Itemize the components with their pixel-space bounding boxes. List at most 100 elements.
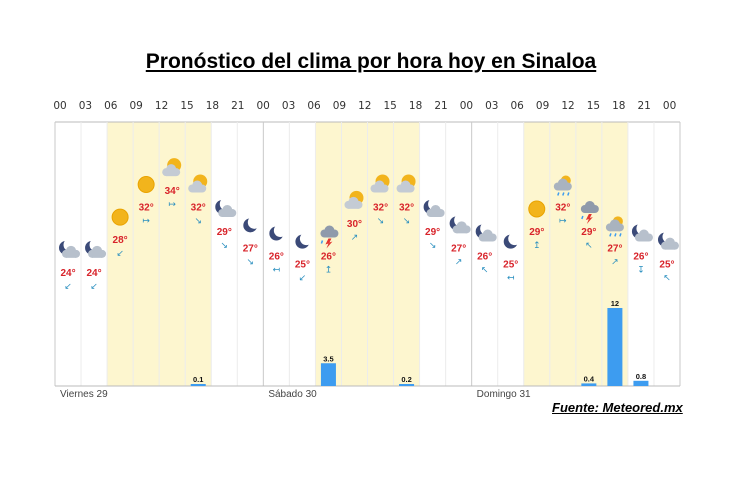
- sun-icon: [111, 208, 129, 226]
- hour-tick-label: 18: [206, 100, 219, 112]
- hour-tick-label: 15: [180, 100, 193, 112]
- chart-title: Pronóstico del clima por hora hoy en Sin…: [145, 50, 597, 73]
- moon-cloud-icon: [85, 238, 107, 258]
- sun-icon: [137, 176, 155, 193]
- storm-icon: [580, 201, 599, 224]
- temperature-label: 26°: [633, 252, 648, 263]
- wind-direction-icon: ↙: [64, 282, 72, 292]
- moon-cloud-icon: [631, 222, 653, 242]
- storm-icon: [320, 225, 339, 249]
- hour-tick-label: 21: [434, 100, 447, 112]
- temperature-label: 27°: [451, 243, 466, 254]
- moon-cloud-icon: [657, 230, 679, 250]
- sun-cloud-icon: [188, 174, 208, 193]
- wind-direction-icon: ↥: [533, 241, 541, 251]
- precipitation-bar: [190, 384, 206, 386]
- hour-tick-label: 06: [307, 100, 321, 112]
- moon-cloud-icon: [449, 213, 471, 234]
- rain-cloud-icon: [553, 175, 572, 196]
- wind-direction-icon: ↘: [377, 217, 385, 227]
- precipitation-label: 3.5: [323, 354, 333, 363]
- temperature-label: 24°: [87, 268, 102, 279]
- hour-tick-label: 15: [587, 100, 600, 112]
- temperature-label: 26°: [477, 252, 492, 263]
- day-label: Domingo 31: [477, 389, 531, 400]
- moon-cloud-icon: [423, 197, 445, 217]
- sun-cloud-icon: [344, 190, 364, 209]
- temperature-label: 28°: [113, 235, 128, 246]
- hour-tick-label: 09: [130, 100, 143, 112]
- moon-icon: [269, 224, 287, 241]
- temperature-label: 29°: [425, 227, 440, 238]
- moon-icon: [503, 232, 522, 249]
- wind-direction-icon: ↤: [507, 274, 515, 284]
- hour-tick-label: 21: [231, 100, 244, 112]
- day-label: Viernes 29: [60, 389, 108, 400]
- sun-cloud-icon: [396, 174, 416, 193]
- wind-direction-icon: ↧: [637, 266, 645, 276]
- temperature-label: 26°: [321, 252, 336, 263]
- wind-direction-icon: ↖: [663, 274, 671, 284]
- hour-tick-label: 15: [384, 100, 397, 112]
- temperature-label: 27°: [243, 243, 258, 254]
- wind-direction-icon: ↙: [299, 274, 307, 284]
- hour-tick-label: 12: [561, 100, 574, 112]
- moon-cloud-icon: [215, 197, 237, 217]
- temperature-label: 34°: [165, 186, 180, 197]
- temperature-label: 29°: [217, 227, 232, 238]
- wind-direction-icon: ↖: [481, 266, 489, 276]
- precipitation-bar: [320, 363, 336, 386]
- wind-direction-icon: ↘: [247, 257, 255, 267]
- day-label: Sábado 30: [268, 389, 317, 400]
- temperature-label: 25°: [503, 260, 518, 271]
- precipitation-label: 0.2: [401, 375, 411, 384]
- sun-icon: [528, 200, 546, 218]
- wind-direction-icon: ↤: [273, 266, 281, 276]
- wind-direction-icon: ↗: [455, 257, 463, 267]
- wind-direction-icon: ↘: [194, 217, 202, 227]
- wind-direction-icon: ↗: [351, 233, 359, 243]
- wind-direction-icon: ↖: [585, 241, 593, 251]
- hour-tick-label: 12: [358, 100, 371, 112]
- wind-direction-icon: ↙: [116, 249, 124, 259]
- wind-direction-icon: ↘: [429, 241, 437, 251]
- precipitation-bar: [633, 380, 649, 386]
- precipitation-label: 0.8: [636, 372, 646, 381]
- moon-icon: [295, 232, 313, 249]
- precipitation-bar: [399, 384, 415, 386]
- temperature-label: 30°: [347, 219, 362, 230]
- temperature-label: 24°: [60, 268, 75, 279]
- hour-tick-label: 00: [663, 100, 676, 112]
- hour-tick-label: 03: [485, 100, 498, 112]
- hour-tick-label: 03: [79, 100, 92, 112]
- temperature-label: 25°: [295, 260, 310, 271]
- hour-tick-label: 09: [536, 100, 549, 112]
- wind-direction-icon: ↗: [611, 257, 619, 267]
- moon-icon: [243, 215, 261, 233]
- hour-tick-label: 06: [104, 100, 118, 112]
- wind-direction-icon: ↦: [559, 217, 567, 227]
- hour-tick-label: 18: [409, 100, 422, 112]
- precipitation-bar: [581, 383, 597, 386]
- wind-direction-icon: ↥: [325, 266, 333, 276]
- temperature-label: 27°: [607, 243, 622, 254]
- sun-cloud-icon: [370, 174, 390, 193]
- hour-tick-label: 18: [612, 100, 625, 112]
- precipitation-bar: [607, 308, 623, 386]
- hour-tick-label: 21: [638, 100, 651, 112]
- wind-direction-icon: ↙: [90, 282, 98, 292]
- source-link[interactable]: Fuente: Meteored.mx: [552, 400, 683, 415]
- wind-direction-icon: ↘: [220, 241, 228, 251]
- precipitation-label: 0.4: [584, 374, 595, 383]
- temperature-label: 32°: [555, 203, 570, 214]
- temperature-label: 29°: [529, 227, 544, 238]
- wind-direction-icon: ↦: [168, 200, 176, 210]
- temperature-label: 29°: [581, 227, 596, 238]
- sun-cloud-icon: [162, 158, 182, 177]
- wind-direction-icon: ↘: [403, 217, 411, 227]
- hour-tick-label: 03: [282, 100, 295, 112]
- hour-tick-label: 00: [53, 100, 66, 112]
- temperature-label: 25°: [659, 260, 674, 271]
- temperature-label: 32°: [191, 203, 206, 214]
